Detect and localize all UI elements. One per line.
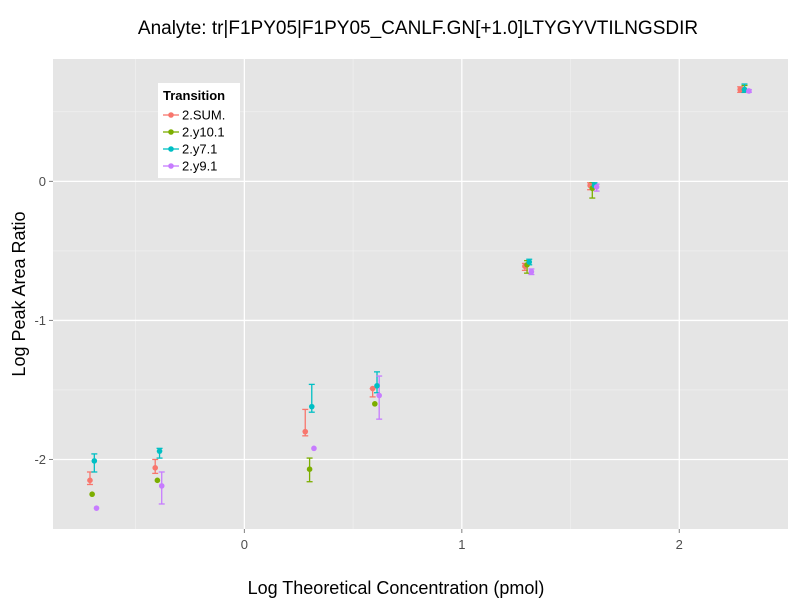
y-tick-label: 0 bbox=[39, 174, 46, 189]
data-point bbox=[156, 448, 163, 454]
legend-key-point bbox=[168, 129, 174, 135]
data-point bbox=[746, 88, 752, 94]
data-point bbox=[308, 403, 315, 410]
data-point bbox=[737, 86, 743, 93]
y-tick-label: -1 bbox=[34, 313, 46, 328]
data-point bbox=[311, 445, 317, 452]
data-point bbox=[593, 184, 600, 190]
grid bbox=[53, 59, 788, 529]
legend-key-point bbox=[168, 146, 174, 152]
data-point bbox=[93, 505, 100, 511]
data-point bbox=[369, 385, 376, 392]
data-point bbox=[306, 466, 313, 473]
x-axis-title: Log Theoretical Concentration (pmol) bbox=[248, 578, 545, 598]
chart-title: Analyte: tr|F1PY05|F1PY05_CANLF.GN[+1.0]… bbox=[138, 18, 698, 39]
legend-key-point bbox=[168, 163, 174, 169]
x-axis: 0 1 2 bbox=[241, 529, 683, 552]
legend: Transition 2.SUM. 2.y10.1 2.y7.1 2.y9.1 bbox=[158, 83, 240, 178]
data-point bbox=[528, 268, 535, 275]
legend-label: 2.y7.1 bbox=[182, 142, 217, 157]
data-point bbox=[374, 382, 380, 389]
x-tick-label: 1 bbox=[458, 537, 465, 552]
y-axis-title: Log Peak Area Ratio bbox=[9, 211, 29, 376]
data-point bbox=[91, 458, 98, 464]
x-tick-label: 0 bbox=[241, 537, 248, 552]
y-axis: -2 -1 0 bbox=[34, 174, 53, 467]
data-point bbox=[87, 477, 93, 484]
data-point bbox=[376, 392, 382, 399]
data-points bbox=[87, 86, 752, 511]
legend-label: 2.y10.1 bbox=[182, 125, 225, 140]
x-tick-label: 2 bbox=[676, 537, 683, 552]
data-point bbox=[154, 477, 161, 484]
data-point bbox=[302, 428, 309, 435]
legend-title: Transition bbox=[163, 88, 225, 103]
legend-label: 2.y9.1 bbox=[182, 159, 217, 174]
data-point bbox=[741, 86, 748, 93]
legend-label: 2.SUM. bbox=[182, 108, 225, 123]
data-point bbox=[152, 465, 159, 471]
data-point bbox=[372, 401, 378, 407]
legend-key-point bbox=[168, 112, 174, 118]
data-point bbox=[158, 483, 165, 489]
y-tick-label: -2 bbox=[34, 452, 46, 467]
data-point bbox=[89, 491, 95, 498]
data-point bbox=[526, 259, 533, 265]
